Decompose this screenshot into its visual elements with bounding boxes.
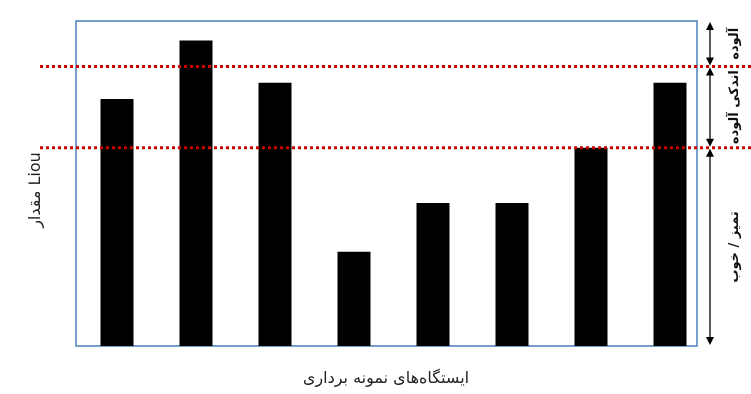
bar-station-6 — [495, 203, 529, 346]
x-axis-title: ایستگاه‌های نمونه برداری — [303, 368, 469, 388]
zone-label-3: تمیز / خوب — [727, 211, 742, 282]
zone-arrowhead-up-1 — [706, 22, 714, 30]
bar-station-1 — [100, 99, 134, 346]
zone-indicators-group: آلوده اندکی آلوده تمیز / خوب — [706, 22, 742, 345]
zone-arrowhead-up-3 — [706, 148, 714, 157]
bar-station-2 — [179, 40, 213, 346]
bars-group — [100, 40, 687, 346]
zone-label-2: اندکی آلوده — [725, 70, 742, 144]
bar-station-3 — [258, 82, 292, 346]
y-axis-title: مقدار Liou — [25, 152, 45, 229]
bar-station-8 — [653, 82, 687, 346]
zone-arrowhead-down-1 — [706, 57, 714, 66]
zone-arrowhead-down-2 — [706, 138, 714, 147]
bar-station-7 — [574, 147, 608, 346]
zone-arrowhead-down-3 — [706, 337, 714, 345]
threshold-lines-group — [40, 65, 751, 150]
bar-station-5 — [416, 203, 450, 346]
plot-area-frame — [75, 20, 698, 347]
bar-station-4 — [337, 251, 371, 346]
zone-label-1: آلوده — [725, 27, 742, 59]
zone-arrowhead-up-2 — [706, 67, 714, 76]
